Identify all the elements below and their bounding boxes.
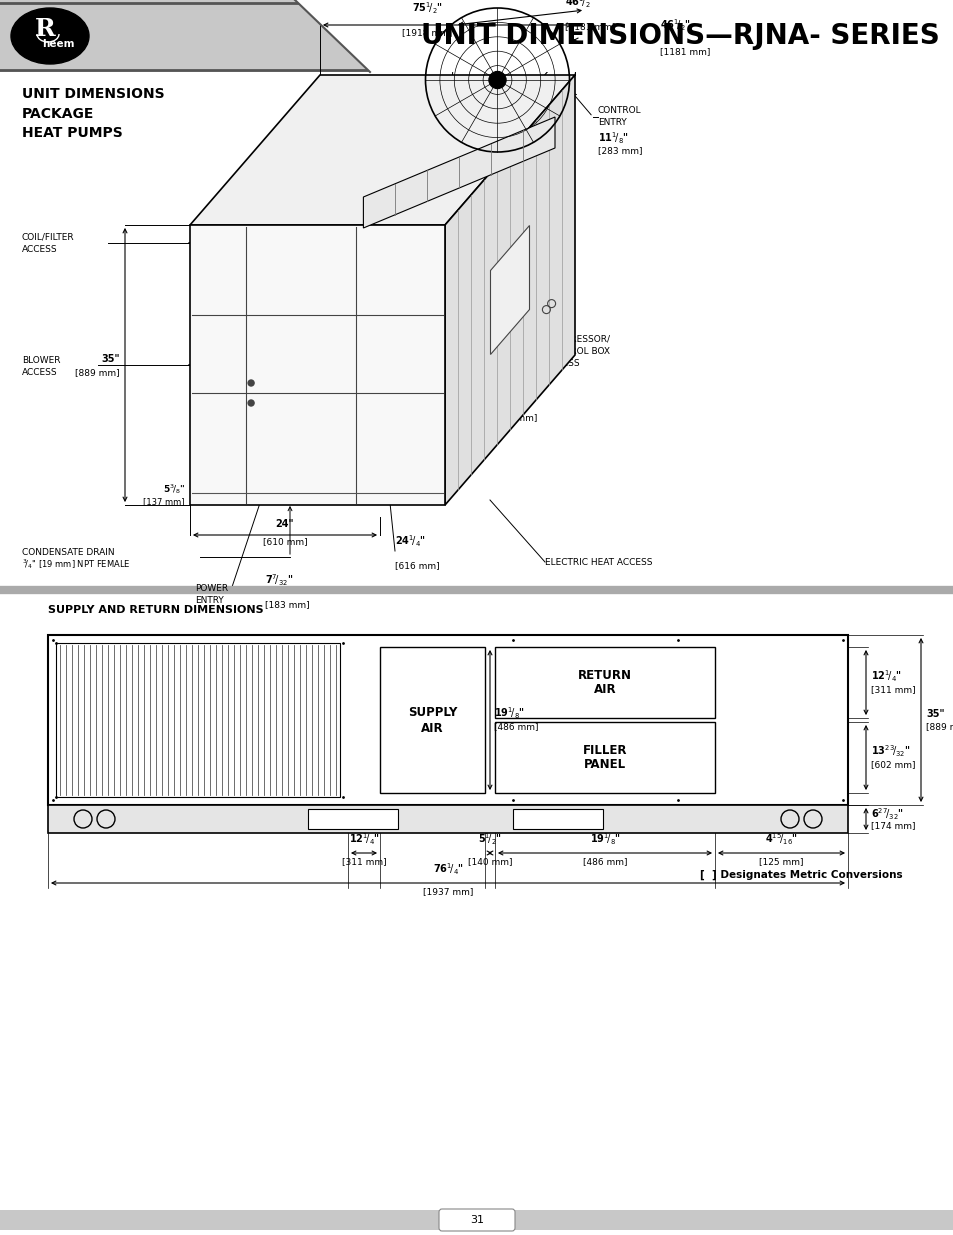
Text: [283 mm]: [283 mm] [598, 147, 641, 156]
Text: [183 mm]: [183 mm] [265, 600, 310, 609]
Text: ENTRY: ENTRY [194, 595, 224, 604]
FancyBboxPatch shape [438, 1209, 515, 1231]
Text: [1918 mm]: [1918 mm] [402, 28, 453, 37]
Circle shape [488, 72, 506, 89]
Text: [1181 mm]: [1181 mm] [564, 22, 615, 32]
Text: 31: 31 [470, 1215, 483, 1225]
Text: 12$^1\!/_4$": 12$^1\!/_4$" [870, 668, 901, 684]
Bar [0, 1210, 953, 1230]
Text: SUPPLY AND RETURN DIMENSIONS: SUPPLY AND RETURN DIMENSIONS [48, 605, 263, 615]
Text: AIR: AIR [593, 683, 616, 697]
Polygon shape [190, 225, 444, 505]
Text: [486 mm]: [486 mm] [582, 857, 626, 866]
Text: 35": 35" [101, 354, 120, 364]
Bar [48, 805, 847, 832]
Text: COIL/FILTER: COIL/FILTER [22, 232, 74, 242]
Text: [1937 mm]: [1937 mm] [422, 887, 473, 897]
Text: [602 mm]: [602 mm] [870, 760, 915, 769]
Polygon shape [363, 117, 555, 228]
Text: PANEL: PANEL [583, 758, 625, 771]
Bar [308, 809, 397, 829]
Text: RETURN: RETURN [578, 669, 631, 682]
Polygon shape [444, 75, 575, 505]
Text: [  ] Designates Metric Conversions: [ ] Designates Metric Conversions [700, 869, 902, 881]
Polygon shape [294, 0, 953, 72]
Polygon shape [190, 75, 575, 225]
Bar [56, 643, 339, 797]
Text: ELECTRIC HEAT ACCESS: ELECTRIC HEAT ACCESS [544, 557, 652, 567]
Bar [513, 809, 602, 829]
Text: ACCESS: ACCESS [22, 368, 57, 377]
Circle shape [248, 380, 253, 387]
Text: [616 mm]: [616 mm] [395, 561, 439, 571]
Polygon shape [490, 226, 529, 354]
Text: 46$^1\!/_2$": 46$^1\!/_2$" [659, 17, 690, 33]
Text: [462 mm]: [462 mm] [493, 412, 537, 422]
Circle shape [248, 400, 253, 406]
Text: UNIT DIMENSIONS—RJNA- SERIES: UNIT DIMENSIONS—RJNA- SERIES [420, 22, 939, 49]
Text: AIR: AIR [420, 721, 443, 735]
Text: 6$^{27}\!/_{32}$": 6$^{27}\!/_{32}$" [870, 806, 902, 821]
Text: heem: heem [42, 40, 74, 49]
Text: POWER: POWER [194, 583, 228, 593]
Text: CONDENSATE DRAIN: CONDENSATE DRAIN [22, 547, 114, 557]
Text: 46$^1\!/_2$": 46$^1\!/_2$" [564, 0, 596, 10]
Bar [495, 722, 714, 793]
Text: 18$^3\!/_{16}$": 18$^3\!/_{16}$" [493, 385, 528, 401]
Text: 11$^1\!/_8$": 11$^1\!/_8$" [598, 130, 628, 146]
Ellipse shape [11, 7, 89, 64]
Text: 4$^{15}\!/_{16}$": 4$^{15}\!/_{16}$" [764, 831, 797, 847]
Text: 19$^1\!/_8$": 19$^1\!/_8$" [589, 831, 619, 847]
Text: [137 mm]: [137 mm] [143, 498, 185, 506]
Text: 19$^1\!/_8$": 19$^1\!/_8$" [494, 705, 524, 721]
Text: $^3\!/_4$" [19 mm] NPT FEMALE: $^3\!/_4$" [19 mm] NPT FEMALE [22, 557, 131, 571]
Text: 5$^1\!/_2$": 5$^1\!/_2$" [477, 831, 501, 847]
Text: ENTRY: ENTRY [598, 117, 626, 126]
Text: ACCESS: ACCESS [544, 358, 580, 368]
Text: [125 mm]: [125 mm] [759, 857, 803, 866]
Text: [311 mm]: [311 mm] [341, 857, 386, 866]
Text: [486 mm]: [486 mm] [494, 722, 537, 731]
Text: CONTROL: CONTROL [598, 105, 641, 115]
Text: 24": 24" [275, 519, 294, 529]
Text: 24$^1\!/_4$": 24$^1\!/_4$" [395, 534, 425, 550]
Text: 5$^3\!/_8$": 5$^3\!/_8$" [162, 482, 185, 496]
Text: 35": 35" [925, 709, 943, 719]
Bar [0, 0, 953, 72]
Text: 13$^{23}\!/_{32}$": 13$^{23}\!/_{32}$" [870, 743, 909, 760]
Bar [48, 635, 847, 805]
Text: [140 mm]: [140 mm] [467, 857, 512, 866]
Bar [495, 647, 714, 718]
Text: ACCESS: ACCESS [22, 245, 57, 253]
Text: FILLER: FILLER [582, 743, 626, 757]
Text: 7$^7\!/_{32}$": 7$^7\!/_{32}$" [265, 572, 294, 588]
Text: [311 mm]: [311 mm] [870, 685, 915, 694]
Text: 12$^1\!/_4$": 12$^1\!/_4$" [348, 831, 379, 847]
Text: [889 mm]: [889 mm] [75, 368, 120, 378]
Text: CONTROL BOX: CONTROL BOX [544, 347, 609, 356]
Text: R: R [34, 17, 55, 41]
Text: 75$^1\!/_2$": 75$^1\!/_2$" [412, 0, 442, 16]
Text: COMPRESSOR/: COMPRESSOR/ [544, 335, 610, 343]
Text: SUPPLY: SUPPLY [407, 705, 456, 719]
Text: [174 mm]: [174 mm] [870, 821, 915, 830]
Text: UNIT DIMENSIONS
PACKAGE
HEAT PUMPS: UNIT DIMENSIONS PACKAGE HEAT PUMPS [22, 86, 165, 140]
Text: 76$^1\!/_4$": 76$^1\!/_4$" [432, 861, 463, 877]
Text: [610 mm]: [610 mm] [262, 537, 307, 546]
Text: BLOWER: BLOWER [22, 356, 60, 364]
Bar [379, 647, 484, 793]
Text: [889 mm]: [889 mm] [925, 722, 953, 731]
Text: [1181 mm]: [1181 mm] [659, 47, 710, 56]
